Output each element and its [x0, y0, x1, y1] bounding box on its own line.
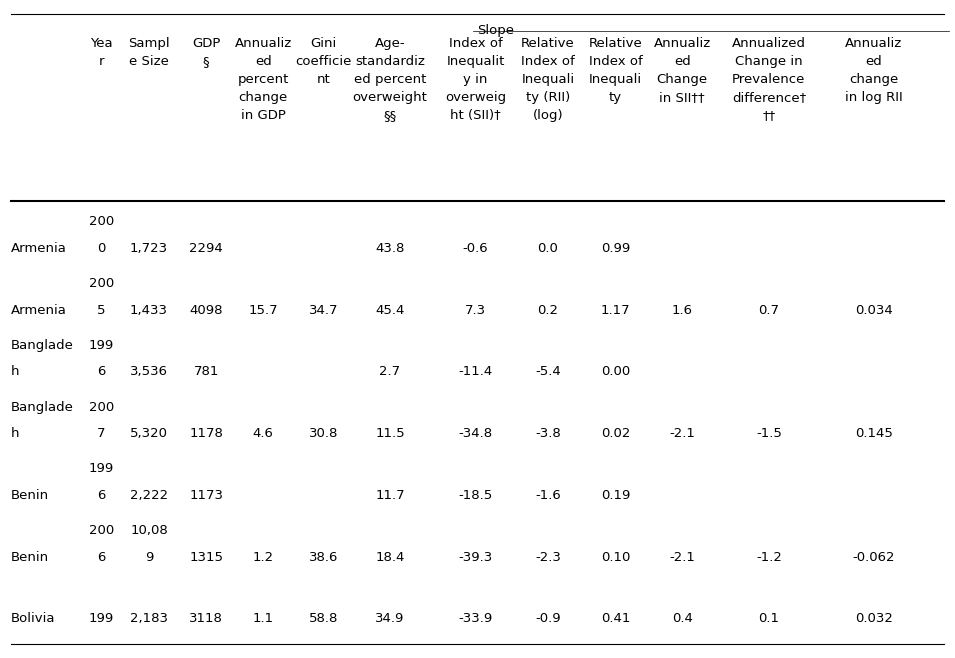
Text: 2,183: 2,183 [130, 613, 168, 626]
Text: 0.99: 0.99 [601, 241, 630, 255]
Text: 200: 200 [89, 277, 114, 290]
Text: 34.9: 34.9 [375, 613, 405, 626]
Text: Annualiz
ed
percent
change
in GDP: Annualiz ed percent change in GDP [235, 38, 292, 122]
Text: 0: 0 [97, 241, 106, 255]
Text: Annualized
Change in
Prevalence
difference†
††: Annualized Change in Prevalence differen… [732, 38, 806, 122]
Text: Bolivia: Bolivia [11, 613, 55, 626]
Text: Relative
Index of
Inequali
ty: Relative Index of Inequali ty [588, 38, 643, 105]
Text: 0.034: 0.034 [855, 303, 893, 316]
Text: 30.8: 30.8 [308, 427, 338, 440]
Text: 199: 199 [89, 339, 114, 352]
Text: 6: 6 [97, 489, 106, 502]
Text: GDP
§: GDP § [192, 38, 221, 68]
Text: Armenia: Armenia [11, 303, 67, 316]
Text: 0.19: 0.19 [601, 489, 630, 502]
Text: 1.6: 1.6 [671, 303, 692, 316]
Text: 1.2: 1.2 [253, 551, 274, 564]
Text: 6: 6 [97, 365, 106, 378]
Text: 1.17: 1.17 [601, 303, 630, 316]
Text: Index of
Inequalit
y in
overweig
ht (SII)†: Index of Inequalit y in overweig ht (SII… [445, 38, 506, 122]
Text: Age-
standardiz
ed percent
overweight
§§: Age- standardiz ed percent overweight §§ [352, 38, 427, 122]
Text: Yea
r: Yea r [90, 38, 113, 68]
Text: 0.10: 0.10 [601, 551, 630, 564]
Text: -5.4: -5.4 [535, 365, 561, 378]
Text: Sampl
e Size: Sampl e Size [128, 38, 170, 68]
Text: h: h [11, 427, 19, 440]
Text: 2294: 2294 [189, 241, 223, 255]
Text: 0.00: 0.00 [601, 365, 630, 378]
Text: Banglade: Banglade [11, 401, 74, 413]
Text: 0.02: 0.02 [601, 427, 630, 440]
Text: 34.7: 34.7 [308, 303, 338, 316]
Text: Slope: Slope [478, 24, 515, 38]
Text: 1315: 1315 [189, 551, 223, 564]
Text: 1178: 1178 [189, 427, 223, 440]
Text: 15.7: 15.7 [248, 303, 278, 316]
Text: Annualiz
ed
Change
in SII††: Annualiz ed Change in SII†† [653, 38, 711, 105]
Text: -34.8: -34.8 [458, 427, 493, 440]
Text: -39.3: -39.3 [458, 551, 493, 564]
Text: 200: 200 [89, 401, 114, 413]
Text: -0.6: -0.6 [463, 241, 488, 255]
Text: 0.145: 0.145 [855, 427, 893, 440]
Text: 45.4: 45.4 [375, 303, 405, 316]
Text: Benin: Benin [11, 551, 49, 564]
Text: 0.032: 0.032 [855, 613, 893, 626]
Text: -18.5: -18.5 [458, 489, 493, 502]
Text: 1.1: 1.1 [253, 613, 274, 626]
Text: 11.7: 11.7 [375, 489, 405, 502]
Text: 58.8: 58.8 [308, 613, 338, 626]
Text: 0.41: 0.41 [601, 613, 630, 626]
Text: -33.9: -33.9 [458, 613, 493, 626]
Text: 7: 7 [97, 427, 106, 440]
Text: 0.1: 0.1 [758, 613, 779, 626]
Text: 7.3: 7.3 [465, 303, 486, 316]
Text: 5: 5 [97, 303, 106, 316]
Text: 0.2: 0.2 [538, 303, 559, 316]
Text: Relative
Index of
Inequali
ty (RII)
(log): Relative Index of Inequali ty (RII) (log… [521, 38, 575, 122]
Text: 0.0: 0.0 [538, 241, 559, 255]
Text: 38.6: 38.6 [308, 551, 338, 564]
Text: 10,08: 10,08 [130, 524, 168, 537]
Text: -1.5: -1.5 [756, 427, 782, 440]
Text: -2.1: -2.1 [669, 551, 695, 564]
Text: -11.4: -11.4 [458, 365, 493, 378]
Text: 9: 9 [145, 551, 153, 564]
Text: 1173: 1173 [189, 489, 223, 502]
Text: -0.9: -0.9 [535, 613, 561, 626]
Text: 11.5: 11.5 [375, 427, 405, 440]
Text: 1,433: 1,433 [130, 303, 168, 316]
Text: 0.7: 0.7 [758, 303, 779, 316]
Text: 5,320: 5,320 [130, 427, 168, 440]
Text: 18.4: 18.4 [375, 551, 405, 564]
Text: 2.7: 2.7 [379, 365, 400, 378]
Text: 1,723: 1,723 [130, 241, 168, 255]
Text: 4098: 4098 [189, 303, 223, 316]
Text: 199: 199 [89, 463, 114, 475]
Text: 199: 199 [89, 613, 114, 626]
Text: 200: 200 [89, 524, 114, 537]
Text: -2.3: -2.3 [535, 551, 561, 564]
Text: 6: 6 [97, 551, 106, 564]
Text: -1.2: -1.2 [756, 551, 782, 564]
Text: 3,536: 3,536 [130, 365, 168, 378]
Text: 200: 200 [89, 215, 114, 228]
Text: 781: 781 [194, 365, 219, 378]
Text: Gini
coefficie
nt: Gini coefficie nt [295, 38, 351, 86]
Text: 43.8: 43.8 [375, 241, 405, 255]
Text: -0.062: -0.062 [853, 551, 895, 564]
Text: h: h [11, 365, 19, 378]
Text: 0.4: 0.4 [671, 613, 692, 626]
Text: Annualiz
ed
change
in log RII: Annualiz ed change in log RII [845, 38, 902, 105]
Text: 4.6: 4.6 [253, 427, 274, 440]
Text: -3.8: -3.8 [535, 427, 561, 440]
Text: -2.1: -2.1 [669, 427, 695, 440]
Text: Benin: Benin [11, 489, 49, 502]
Text: 2,222: 2,222 [130, 489, 168, 502]
Text: Armenia: Armenia [11, 241, 67, 255]
Text: 3118: 3118 [189, 613, 223, 626]
Text: -1.6: -1.6 [535, 489, 561, 502]
Text: Banglade: Banglade [11, 339, 74, 352]
